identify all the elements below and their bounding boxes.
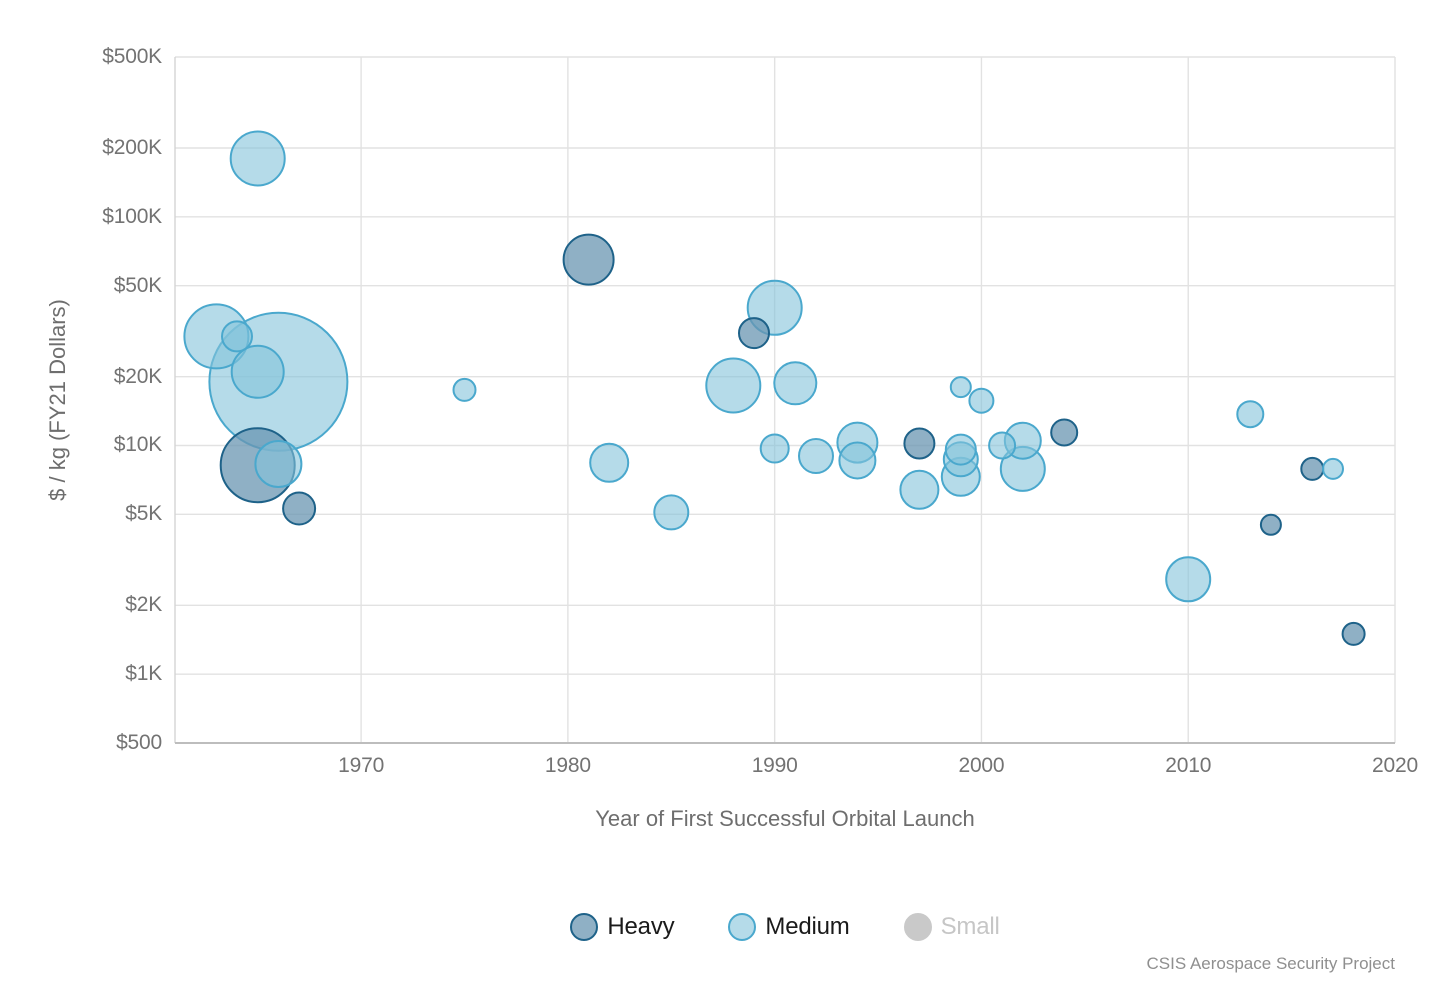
y-tick-label: $1K [125, 662, 162, 686]
legend-swatch-circle [728, 913, 757, 941]
bubble-heavy-1989[interactable] [738, 317, 770, 350]
y-tick-label: $100K [102, 204, 162, 228]
y-tick-label: $200K [102, 135, 162, 159]
bubble-medium-1966[interactable] [254, 440, 303, 488]
legend-item-heavy[interactable]: Heavy [570, 913, 675, 941]
bubble-medium-1991[interactable] [773, 361, 818, 406]
bubble-medium-1992[interactable] [798, 438, 834, 474]
x-axis-title: Year of First Successful Orbital Launch [595, 806, 975, 831]
bubble-heavy-2018[interactable] [1341, 621, 1366, 646]
bubble-heavy-1997[interactable] [903, 427, 936, 460]
bubble-medium-1997[interactable] [899, 469, 940, 510]
legend-label: Medium [765, 913, 850, 940]
bubble-heavy-2014[interactable] [1259, 513, 1282, 536]
bubble-medium-1965[interactable] [230, 344, 285, 399]
x-tick-label: 2000 [958, 754, 1005, 777]
bubble-medium-2000[interactable] [968, 387, 995, 414]
y-tick-label: $20K [113, 364, 162, 388]
bubble-heavy-1967[interactable] [282, 491, 317, 526]
y-tick-label: $10K [113, 433, 162, 457]
x-tick-label: 2010 [1165, 754, 1212, 777]
legend-item-small[interactable]: Small [903, 913, 1000, 941]
bubble-medium-1964[interactable] [221, 320, 253, 353]
legend: Heavy Medium Small [175, 910, 1395, 944]
legend-swatch-circle [570, 913, 599, 941]
legend-item-medium[interactable]: Medium [728, 913, 850, 941]
credit-text: CSIS Aerospace Security Project [1146, 954, 1395, 973]
y-tick-label: $500 [116, 731, 162, 754]
bubble-heavy-1981[interactable] [562, 233, 615, 286]
bubble-medium-2001[interactable] [988, 431, 1017, 460]
y-tick-label: $50K [113, 273, 162, 297]
bubble-medium-2013[interactable] [1236, 400, 1265, 429]
bubble-medium-1985[interactable] [653, 494, 690, 531]
bubble-medium-1999[interactable] [949, 376, 972, 399]
y-tick-label: $5K [125, 502, 162, 526]
bubble-medium-1982[interactable] [589, 442, 630, 483]
x-tick-label: 2020 [1372, 754, 1418, 777]
x-tick-label: 1980 [544, 754, 591, 777]
y-tick-label: $500K [102, 45, 162, 68]
legend-label: Small [940, 913, 1000, 940]
bubble-medium-1990[interactable] [759, 433, 790, 464]
legend-swatch-circle [903, 913, 932, 941]
legend-label: Heavy [607, 913, 675, 940]
bubble-medium-1988[interactable] [705, 357, 762, 414]
bubble-heavy-2004[interactable] [1050, 418, 1079, 447]
y-axis-title: $ / kg (FY21 Dollars) [45, 299, 70, 501]
bubble-medium-1999[interactable] [944, 433, 977, 466]
bubble-medium-1975[interactable] [452, 377, 477, 402]
bubble-medium-2017[interactable] [1322, 457, 1344, 480]
bubble-medium-1965[interactable] [229, 130, 286, 187]
x-tick-label: 1990 [751, 754, 798, 777]
bubble-medium-2010[interactable] [1165, 556, 1212, 603]
x-tick-label: 1970 [338, 754, 385, 777]
bubble-medium-1994[interactable] [838, 441, 877, 480]
y-tick-label: $2K [125, 593, 162, 617]
bubble-heavy-2016[interactable] [1300, 456, 1325, 481]
